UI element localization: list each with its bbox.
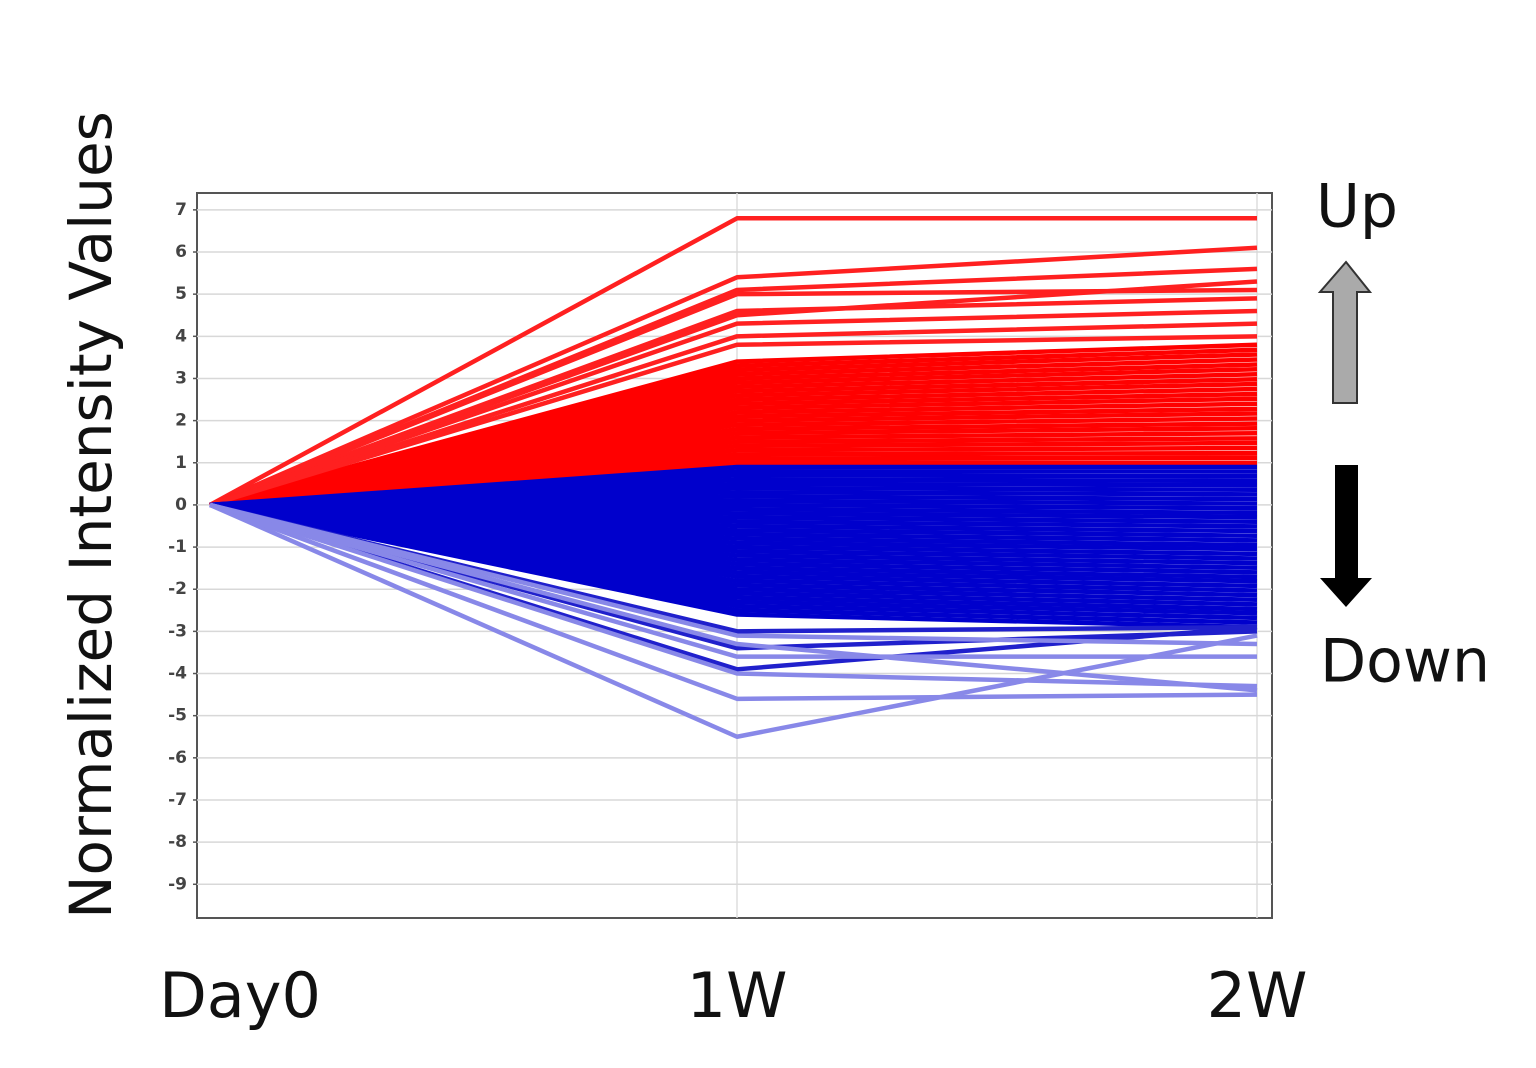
series-line [209,334,1258,508]
series-line [209,296,1258,508]
y-tick-label: 4 [175,326,187,346]
series-line [209,308,1258,508]
x-tick-label: 1W [687,959,788,1032]
series-line [209,502,1258,693]
up-arrow [1317,260,1373,404]
y-tick-label: -6 [168,748,187,768]
y-tick-label: -5 [168,706,187,726]
y-tick-label: 6 [175,242,187,262]
series-line [209,502,1258,647]
y-axis-title: Normalized Intensity Values [57,111,125,919]
y-tick-label: 1 [175,453,187,473]
y-tick-label: -1 [168,537,187,557]
y-tick-label: 5 [175,284,187,304]
series-line [209,502,1258,739]
y-tick-label: -3 [168,621,187,641]
x-tick-label: Day0 [159,959,321,1032]
series-line [209,502,1258,702]
series-line [209,502,1258,689]
y-tick-label: -9 [168,874,187,894]
series-line [209,342,1258,508]
y-tick-label: -4 [168,664,187,684]
series-line [209,502,1258,630]
series-line [209,245,1258,507]
y-tick-label: -8 [168,832,187,852]
y-tick-label: 7 [175,200,187,220]
series-line [209,502,1257,659]
y-tick-label: 0 [175,495,187,515]
y-tick-label: 2 [175,411,187,431]
y-tick-label: -7 [168,790,187,810]
y-tick-label: 3 [175,368,187,388]
down-arrow [1320,465,1372,607]
annotation-up: Up [1316,172,1398,242]
series-line [209,321,1258,508]
annotation-down: Down [1320,627,1490,697]
lines [208,216,1258,739]
y-tick-label: -2 [168,579,187,599]
x-tick-label: 2W [1207,959,1308,1032]
series-line [208,216,1257,507]
